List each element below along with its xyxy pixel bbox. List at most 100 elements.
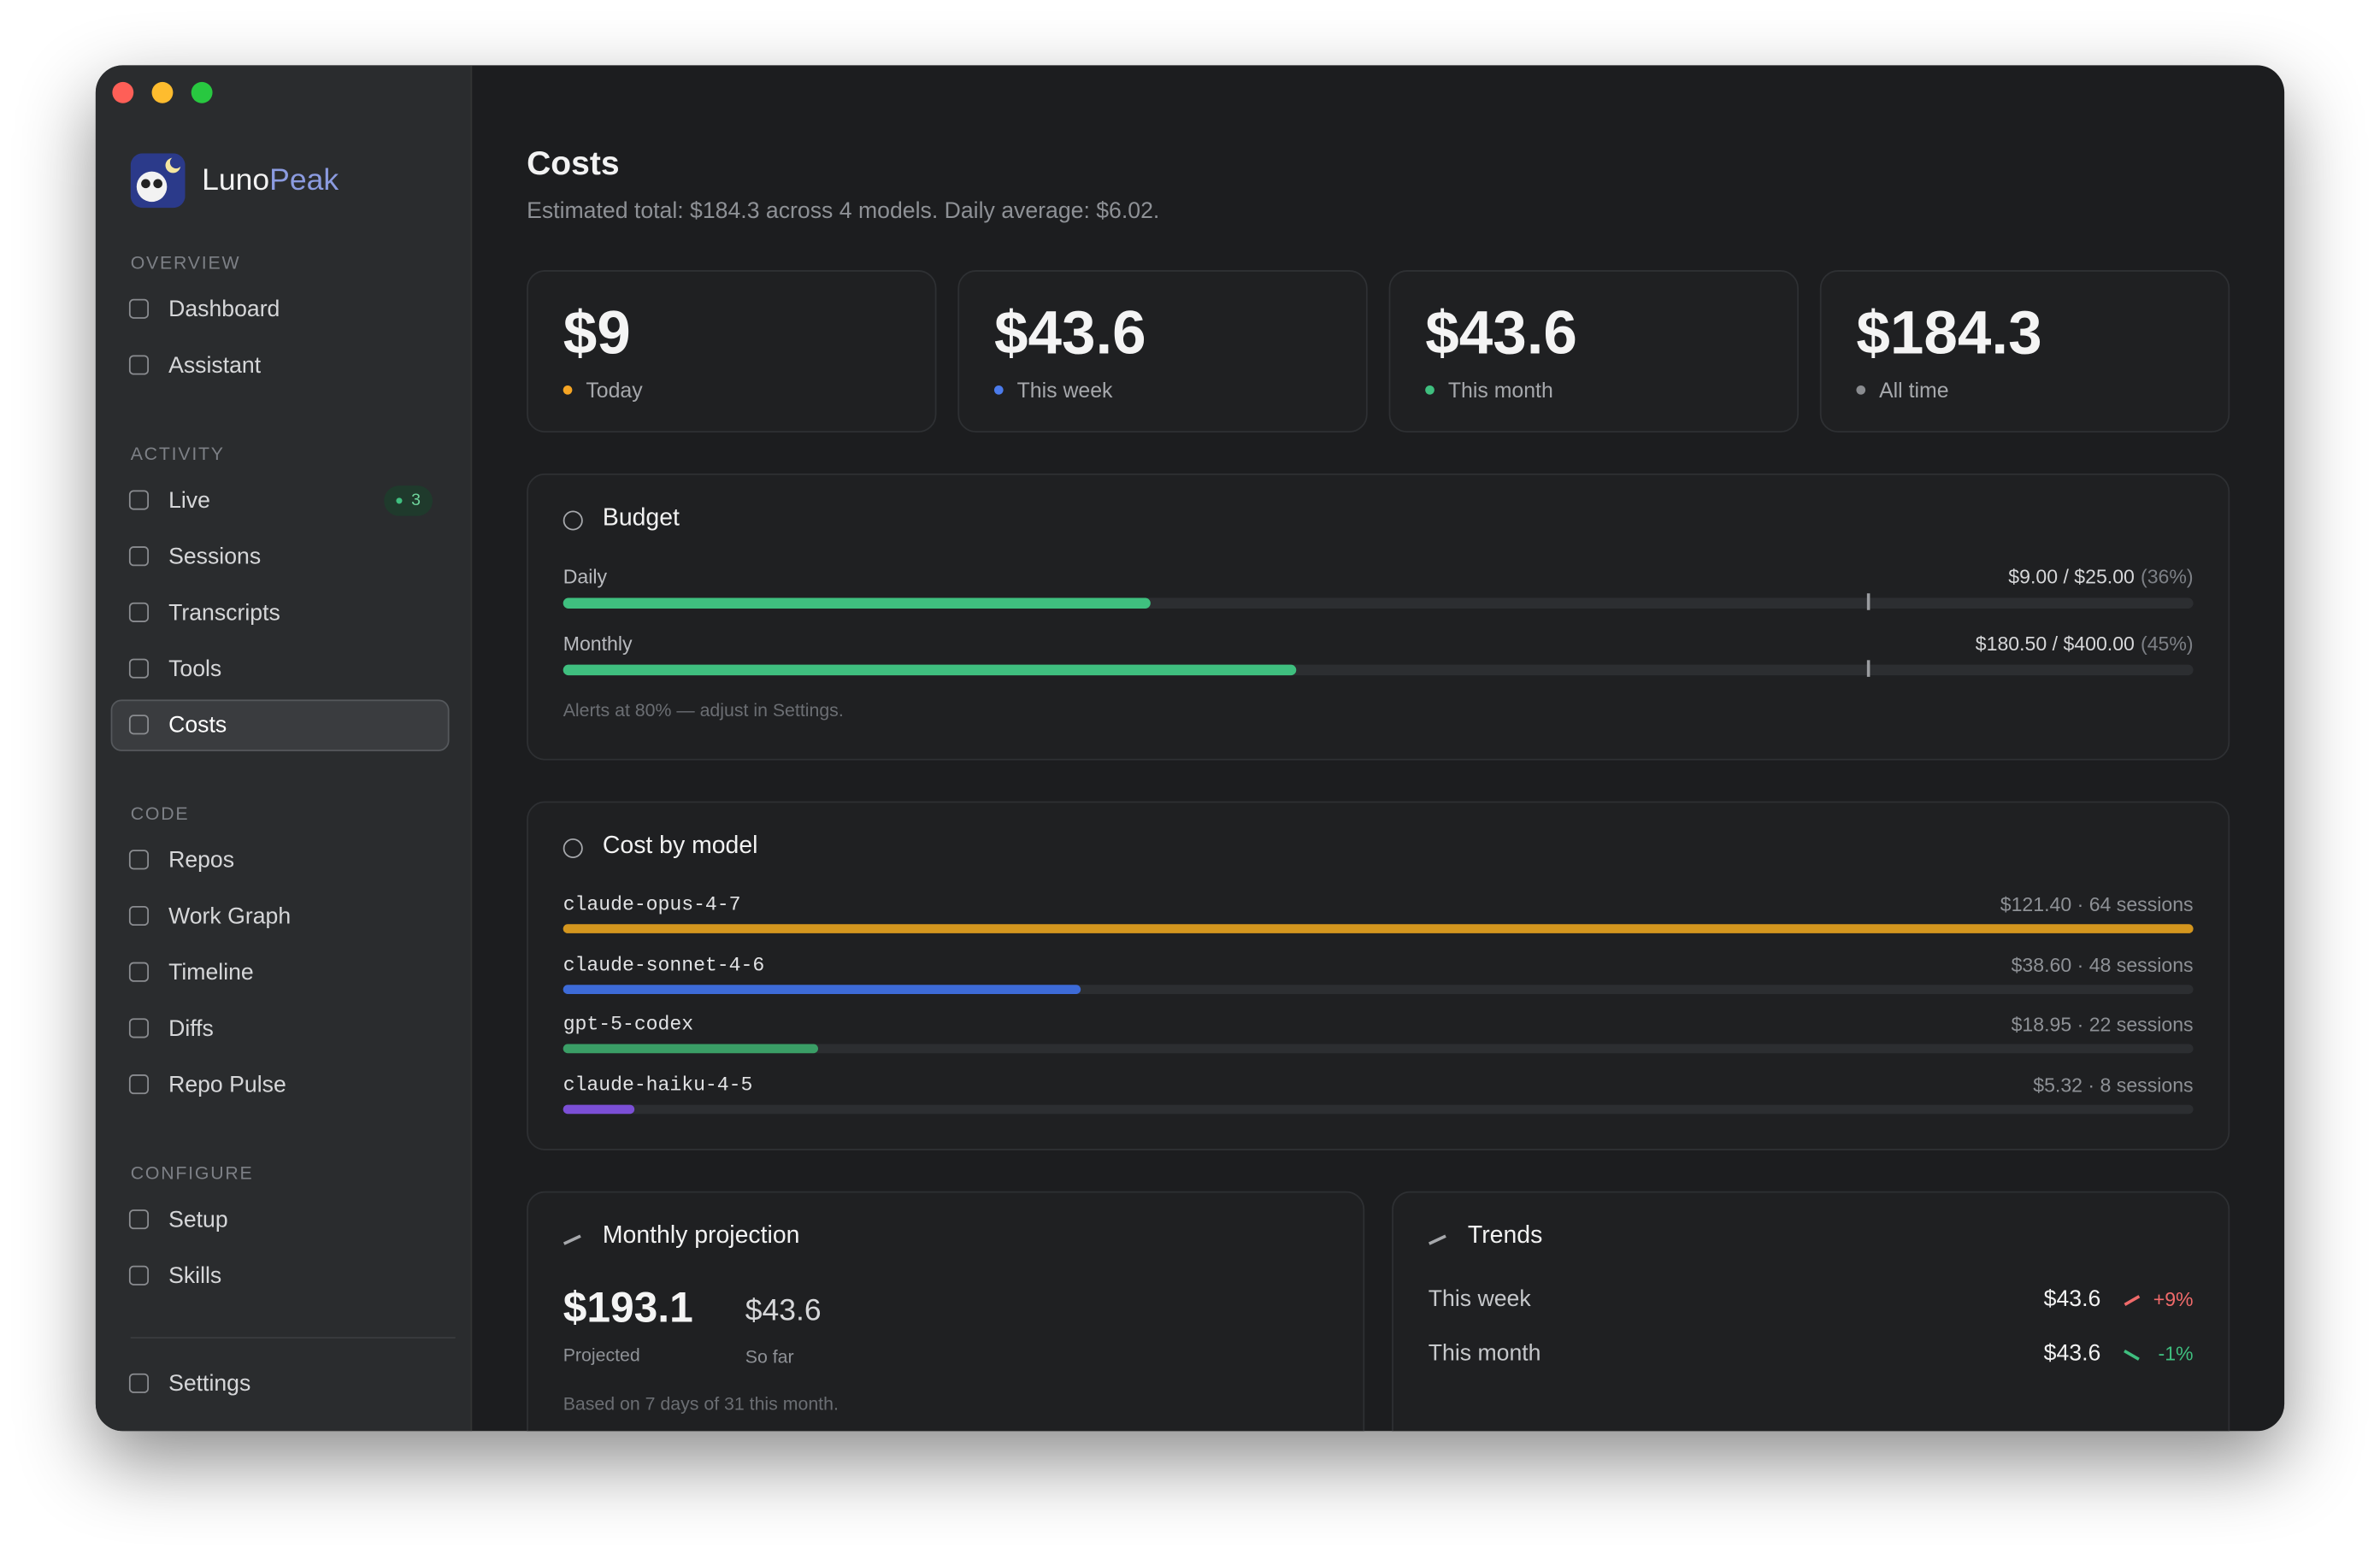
budget-bar	[563, 597, 1151, 609]
nav-item[interactable]: Timeline	[168, 960, 254, 986]
nav-item[interactable]: Costs	[168, 712, 227, 738]
model-meta: $121.40 · 64 sessions	[2000, 892, 2194, 916]
badge-count: 3	[411, 491, 421, 510]
brand-primary: Luno	[202, 163, 270, 197]
stat-label: Today	[586, 378, 643, 403]
model-track	[563, 984, 2194, 994]
close-button[interactable]	[112, 81, 134, 103]
model-name: gpt-5-codex	[563, 1013, 694, 1036]
model-meta: $18.95 · 22 sessions	[2011, 1013, 2194, 1036]
nav-item[interactable]: Sessions	[168, 544, 262, 570]
card-icon	[563, 510, 583, 531]
nav-item[interactable]: Setup	[168, 1207, 228, 1233]
model-track	[563, 1103, 2194, 1114]
model-name: claude-opus-4-7	[563, 892, 741, 916]
stat-card	[1388, 270, 1799, 433]
nav-icon	[128, 1018, 149, 1038]
nav-icon	[128, 1265, 149, 1285]
projection-note: Based on 7 days of 31 this month.	[563, 1392, 839, 1415]
zoom-button[interactable]	[191, 81, 213, 103]
section-header: CODE	[130, 803, 190, 825]
nav-icon	[128, 850, 149, 870]
nav-item[interactable]: Dashboard	[168, 297, 280, 323]
page-subtitle: Estimated total: $184.3 across 4 models.…	[527, 197, 1160, 224]
projection-card	[527, 1191, 1365, 1432]
stat-label: This week	[1016, 378, 1113, 403]
nav-icon	[128, 1209, 149, 1230]
nav-icon	[128, 1373, 149, 1393]
nav-icon	[128, 905, 149, 927]
nav-item[interactable]: Repos	[168, 847, 235, 874]
nav-item[interactable]: Work Graph	[168, 903, 292, 930]
card-title: Cost by model	[602, 832, 758, 859]
budget-card	[527, 473, 2230, 761]
trend-change: +9%	[2153, 1287, 2194, 1311]
nav-icon	[128, 1074, 149, 1095]
traffic-lights	[112, 81, 213, 103]
minimize-button[interactable]	[151, 81, 174, 103]
page-title: Costs	[527, 144, 620, 183]
stat-dot	[1856, 385, 1866, 395]
stat-label: All time	[1879, 378, 1949, 403]
stat-value: $43.6	[993, 300, 1146, 368]
nav-item[interactable]: Tools	[168, 656, 222, 683]
stat-card	[1819, 270, 2230, 433]
alert-marker	[1867, 660, 1870, 677]
stat-value: $184.3	[1856, 300, 2042, 368]
model-bar	[563, 1103, 635, 1114]
stat-card	[527, 270, 937, 433]
trend-value: $43.6	[2043, 1340, 2101, 1367]
budget-spent: $180.50 / $400.00	[1975, 632, 2135, 656]
budget-label: Monthly	[563, 632, 633, 656]
logo	[130, 153, 186, 209]
budget-percent: (36%)	[2141, 565, 2194, 589]
stat-dot	[1425, 385, 1434, 395]
budget-bar	[563, 664, 1297, 676]
budget-amount: $9.00 / $25.00 (36%)	[2008, 567, 2193, 586]
budget-label: Daily	[563, 565, 608, 589]
nav-icon	[128, 355, 149, 375]
nav-icon	[128, 602, 149, 622]
active-item[interactable]	[110, 699, 450, 751]
stat-dot	[563, 385, 573, 395]
nav-icon	[128, 298, 149, 319]
budget-note: Alerts at 80% — adjust in Settings.	[563, 699, 844, 721]
nav-item[interactable]: Live	[168, 487, 210, 515]
nav-icon	[128, 490, 149, 510]
trend-label: This month	[1428, 1340, 1541, 1367]
nav-icon	[128, 658, 149, 679]
model-bar	[563, 984, 1082, 994]
nav-icon	[128, 715, 149, 735]
stat-value: $43.6	[1425, 300, 1577, 368]
brand: LunoPeak	[202, 166, 339, 197]
model-meta: $38.60 · 48 sessions	[2011, 953, 2194, 976]
trend-label: This week	[1428, 1285, 1531, 1312]
app-window: LunoPeak OVERVIEW Dashboard Assistant ACTIVI…	[95, 65, 2285, 1432]
projected-label: Projected	[563, 1344, 640, 1366]
stat-dot	[993, 385, 1004, 395]
nav-item[interactable]: Transcripts	[168, 600, 280, 627]
model-bar	[563, 1044, 818, 1054]
stat-value: $9	[563, 300, 631, 368]
nav-item[interactable]: Repo Pulse	[168, 1072, 286, 1098]
model-bar	[563, 924, 2194, 933]
nav-item[interactable]: Assistant	[168, 352, 262, 379]
nav-item[interactable]: Skills	[168, 1263, 222, 1290]
nav-item[interactable]: Diffs	[168, 1015, 214, 1042]
nav-icon	[128, 962, 149, 982]
projected-value: $193.1	[563, 1284, 693, 1332]
trends-card	[1392, 1191, 2230, 1432]
card-title: Monthly projection	[602, 1223, 800, 1250]
model-meta: $5.32 · 8 sessions	[2033, 1073, 2194, 1096]
model-track	[563, 1044, 2194, 1054]
badge: 3	[384, 485, 433, 516]
trend-change: -1%	[2158, 1342, 2194, 1366]
nav-item[interactable]: Settings	[168, 1371, 251, 1397]
section-header: CONFIGURE	[130, 1162, 254, 1184]
alert-marker	[1867, 593, 1870, 610]
budget-spent: $9.00 / $25.00	[2008, 565, 2135, 589]
trend-value: $43.6	[2043, 1285, 2101, 1312]
so-far-label: So far	[745, 1345, 794, 1368]
models-card	[527, 801, 2230, 1150]
